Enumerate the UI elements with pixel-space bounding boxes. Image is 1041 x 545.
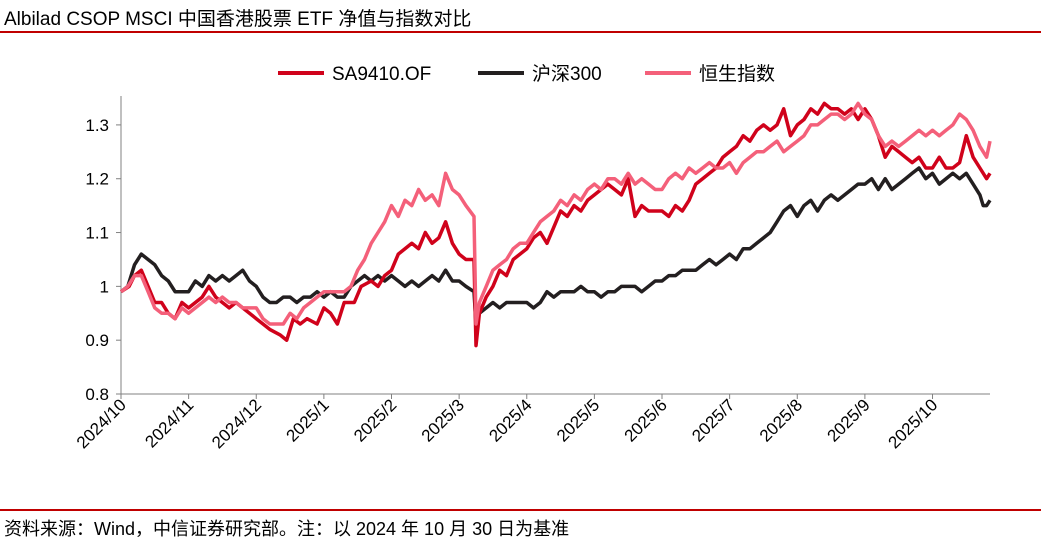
series-line-1 xyxy=(119,166,992,326)
top-rule xyxy=(0,31,1041,33)
x-tick-label: 2024/12 xyxy=(208,395,265,452)
x-tick-label: 2025/5 xyxy=(553,395,603,445)
legend-label-2: 恒生指数 xyxy=(699,63,775,85)
y-tick-label: 1.1 xyxy=(85,224,109,243)
legend: SA9410.OF 沪深300 恒生指数 xyxy=(278,63,775,85)
series-lines xyxy=(119,101,992,348)
x-tick-label: 2025/9 xyxy=(824,395,874,445)
legend-label-1: 沪深300 xyxy=(532,63,602,85)
y-tick-label: 1.3 xyxy=(85,116,109,135)
x-tick-label: 2025/6 xyxy=(621,395,671,445)
legend-label-0: SA9410.OF xyxy=(332,64,431,85)
source-note: 资料来源：Wind，中信证券研究部。注：以 2024 年 10 月 30 日为基… xyxy=(4,519,570,539)
x-tick-label: 2025/2 xyxy=(350,395,400,445)
y-tick-label: 0.9 xyxy=(85,331,109,350)
series-line-0 xyxy=(120,101,992,348)
x-tick-label: 2025/4 xyxy=(485,395,535,445)
y-tick-label: 1 xyxy=(100,277,109,296)
series-line-2 xyxy=(119,101,992,326)
x-tick-label: 2025/1 xyxy=(283,395,333,445)
y-tick-label: 0.8 xyxy=(85,385,109,404)
x-tick-label: 2025/7 xyxy=(688,395,738,445)
bottom-rule xyxy=(0,509,1041,511)
x-tick-label: 2025/10 xyxy=(884,395,941,452)
x-tick-label: 2025/8 xyxy=(756,395,806,445)
x-tick-label: 2025/3 xyxy=(418,395,468,445)
x-tick-label: 2024/11 xyxy=(141,395,197,451)
y-tick-label: 1.2 xyxy=(85,170,109,189)
chart-title: Albilad CSOP MSCI 中国香港股票 ETF 净值与指数对比 xyxy=(4,9,472,30)
